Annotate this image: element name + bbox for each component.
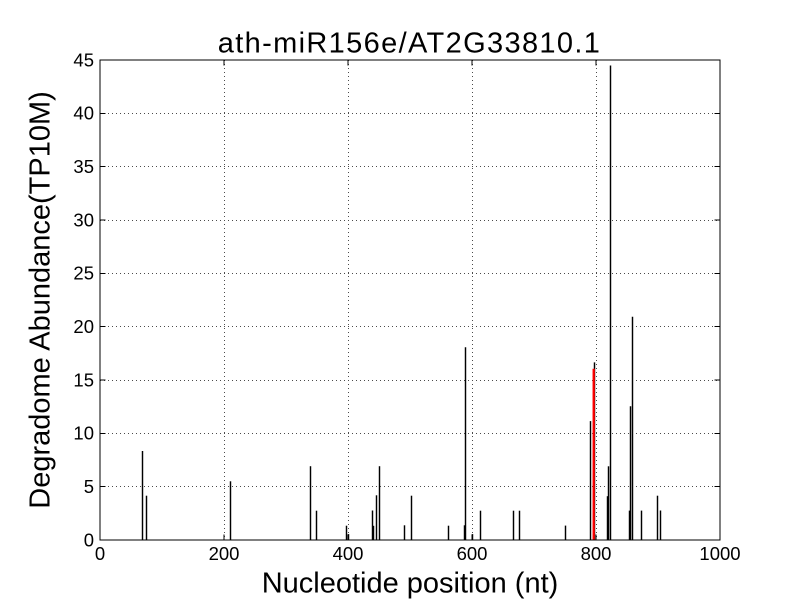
svg-text:200: 200 — [209, 543, 240, 564]
svg-text:25: 25 — [73, 263, 94, 284]
svg-text:45: 45 — [73, 49, 94, 70]
svg-text:0: 0 — [84, 529, 94, 550]
svg-text:0: 0 — [95, 543, 105, 564]
svg-text:ath-miR156e/AT2G33810.1: ath-miR156e/AT2G33810.1 — [218, 27, 602, 59]
svg-text:Degradome Abundance(TP10M): Degradome Abundance(TP10M) — [25, 91, 57, 509]
svg-text:15: 15 — [73, 369, 94, 390]
svg-text:40: 40 — [73, 103, 94, 124]
svg-text:400: 400 — [333, 543, 364, 564]
svg-text:30: 30 — [73, 209, 94, 230]
svg-text:800: 800 — [581, 543, 612, 564]
svg-text:600: 600 — [457, 543, 488, 564]
svg-text:1000: 1000 — [699, 543, 740, 564]
svg-text:35: 35 — [73, 156, 94, 177]
svg-text:5: 5 — [84, 476, 94, 497]
svg-text:Nucleotide position (nt): Nucleotide position (nt) — [262, 567, 559, 599]
svg-text:10: 10 — [73, 423, 94, 444]
svg-text:20: 20 — [73, 316, 94, 337]
